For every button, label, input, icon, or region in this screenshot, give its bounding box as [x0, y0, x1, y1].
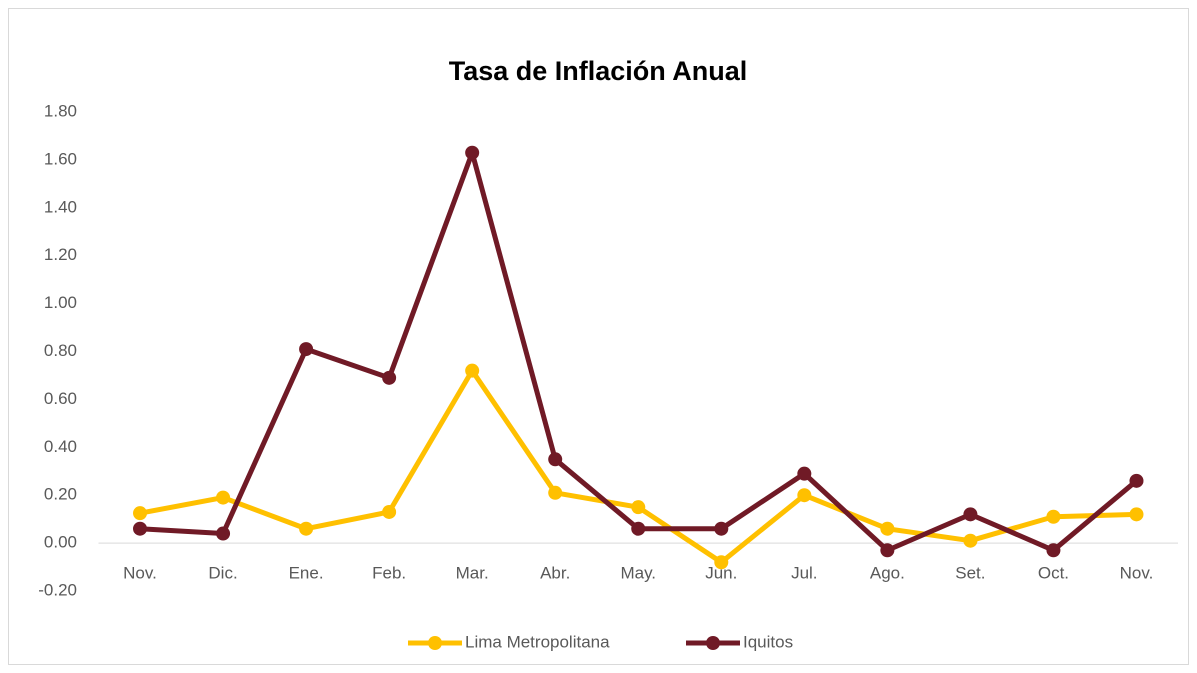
- point: [216, 490, 231, 505]
- x-tick-label: Nov.: [1120, 563, 1154, 582]
- x-tick-label: Jul.: [791, 563, 817, 582]
- x-tick-label: Jun.: [705, 563, 737, 582]
- x-tick-label: Nov.: [123, 563, 157, 582]
- y-tick-label: 0.20: [44, 485, 77, 504]
- point: [1129, 507, 1144, 522]
- y-tick-label: 1.40: [44, 197, 77, 216]
- point: [465, 145, 480, 160]
- x-tick-label: Set.: [955, 563, 985, 582]
- y-tick-label: 0.60: [44, 389, 77, 408]
- point: [465, 363, 480, 378]
- point: [133, 521, 148, 536]
- point: [631, 500, 646, 515]
- y-tick-label: 1.80: [44, 101, 77, 120]
- y-tick-label: 0.80: [44, 341, 77, 360]
- legend-label: Lima Metropolitana: [465, 632, 610, 651]
- point: [963, 507, 978, 522]
- point: [714, 521, 729, 536]
- legend-marker: [428, 636, 442, 650]
- point: [797, 466, 812, 481]
- x-tick-label: Ago.: [870, 563, 905, 582]
- point: [133, 506, 148, 521]
- point: [1129, 473, 1144, 488]
- point: [714, 555, 729, 570]
- point: [880, 521, 895, 536]
- x-tick-label: Ene.: [289, 563, 324, 582]
- y-tick-label: 1.60: [44, 149, 77, 168]
- chart-border: [8, 8, 1189, 665]
- y-tick-label: -0.20: [38, 580, 77, 599]
- point: [299, 521, 314, 536]
- point: [548, 485, 563, 500]
- x-tick-label: Dic.: [208, 563, 237, 582]
- x-tick-label: Feb.: [372, 563, 406, 582]
- x-tick-label: Oct.: [1038, 563, 1069, 582]
- y-tick-label: 0.00: [44, 533, 77, 552]
- y-tick-label: 1.20: [44, 245, 77, 264]
- point: [963, 533, 978, 548]
- y-tick-label: 1.00: [44, 293, 77, 312]
- point: [382, 370, 397, 385]
- x-tick-label: Abr.: [540, 563, 570, 582]
- point: [548, 452, 563, 467]
- point: [382, 504, 397, 519]
- point: [1046, 543, 1061, 558]
- chart-title: Tasa de Inflación Anual: [449, 56, 748, 86]
- point: [299, 342, 314, 357]
- x-tick-label: May.: [620, 563, 656, 582]
- point: [1046, 509, 1061, 524]
- y-tick-label: 0.40: [44, 437, 77, 456]
- x-tick-label: Mar.: [456, 563, 489, 582]
- point: [631, 521, 646, 536]
- legend-label: Iquitos: [743, 632, 793, 651]
- point: [880, 543, 895, 558]
- point: [797, 488, 812, 503]
- point: [216, 526, 231, 541]
- legend-marker: [706, 636, 720, 650]
